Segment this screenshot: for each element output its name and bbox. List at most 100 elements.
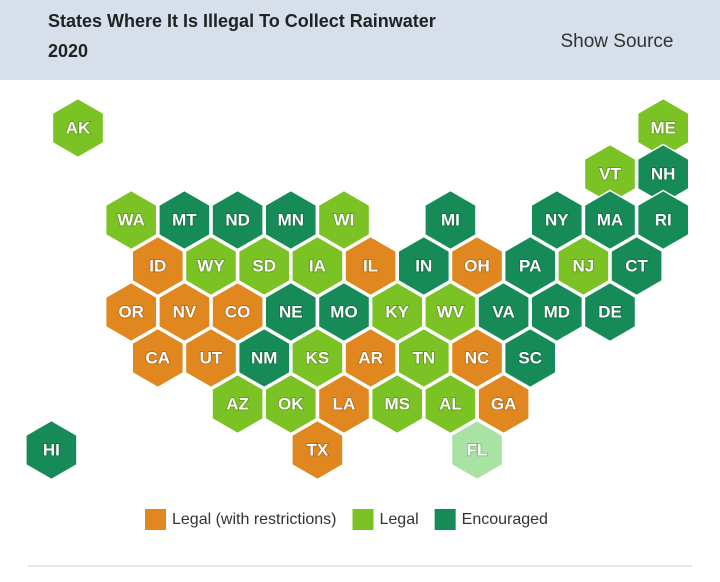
hex[interactable] (184, 327, 238, 389)
hex[interactable] (477, 281, 530, 343)
hex[interactable] (291, 235, 344, 297)
state-tile[interactable]: NV (158, 281, 211, 343)
hex[interactable] (104, 189, 158, 251)
state-tile[interactable]: HI (25, 419, 78, 481)
hex[interactable] (158, 189, 211, 251)
hex[interactable] (397, 235, 451, 297)
hex[interactable] (291, 419, 344, 481)
state-tile[interactable]: IN (397, 235, 451, 297)
hex[interactable] (530, 189, 584, 251)
state-tile[interactable]: MT (158, 189, 211, 251)
hex[interactable] (397, 327, 451, 389)
hex[interactable] (636, 189, 690, 251)
hex[interactable] (583, 281, 637, 343)
state-tile[interactable]: CO (211, 281, 264, 343)
state-tile[interactable]: CT (610, 235, 663, 297)
hex[interactable] (291, 327, 344, 389)
hex[interactable] (344, 235, 397, 297)
state-tile[interactable]: FL (450, 419, 504, 481)
state-tile[interactable]: DE (583, 281, 637, 343)
state-tile[interactable]: KS (291, 327, 344, 389)
hex[interactable] (131, 235, 185, 297)
state-tile[interactable]: AZ (211, 373, 264, 435)
hex[interactable] (477, 373, 530, 435)
state-tile[interactable]: CA (131, 327, 185, 389)
show-source-link[interactable]: Show Source (560, 31, 673, 52)
hex[interactable] (530, 281, 584, 343)
state-tile[interactable]: ID (131, 235, 185, 297)
state-tile[interactable]: MN (264, 189, 318, 251)
hex[interactable] (344, 327, 397, 389)
hex[interactable] (317, 189, 371, 251)
state-tile[interactable]: AR (344, 327, 397, 389)
hex[interactable] (264, 373, 318, 435)
state-tile[interactable]: IA (291, 235, 344, 297)
hex[interactable] (503, 235, 557, 297)
state-tile[interactable]: SC (503, 327, 557, 389)
hex[interactable] (370, 373, 424, 435)
hex[interactable] (211, 281, 264, 343)
state-tile[interactable]: PA (503, 235, 557, 297)
state-tile[interactable]: NE (264, 281, 318, 343)
state-tile[interactable]: WI (317, 189, 371, 251)
hex[interactable] (424, 373, 477, 435)
state-tile[interactable]: WA (104, 189, 158, 251)
hex[interactable] (237, 235, 291, 297)
state-tile[interactable]: RI (636, 189, 690, 251)
hex[interactable] (610, 235, 663, 297)
state-tile[interactable]: AL (424, 373, 477, 435)
hex[interactable] (557, 235, 610, 297)
state-tile[interactable]: GA (477, 373, 530, 435)
hex[interactable] (370, 281, 424, 343)
state-tile[interactable]: VA (477, 281, 530, 343)
hex[interactable] (317, 281, 371, 343)
state-tile[interactable]: IL (344, 235, 397, 297)
state-tile[interactable]: NC (450, 327, 504, 389)
hex[interactable] (424, 189, 477, 251)
state-tile[interactable]: MO (317, 281, 371, 343)
hex[interactable] (158, 281, 211, 343)
hex[interactable] (104, 281, 158, 343)
state-tile[interactable]: MD (530, 281, 584, 343)
state-tile[interactable]: SD (237, 235, 291, 297)
state-label: KS (306, 348, 330, 367)
state-tile[interactable]: NM (237, 327, 291, 389)
hex[interactable] (264, 281, 318, 343)
state-tile[interactable]: NJ (557, 235, 610, 297)
state-tile[interactable]: AK (51, 97, 105, 159)
state-tile[interactable]: ME (636, 97, 690, 159)
state-tile[interactable]: OK (264, 373, 318, 435)
state-tile[interactable]: KY (370, 281, 424, 343)
hex[interactable] (503, 327, 557, 389)
state-tile[interactable]: OH (450, 235, 504, 297)
state-tile[interactable]: TN (397, 327, 451, 389)
hex[interactable] (211, 189, 264, 251)
state-tile[interactable]: UT (184, 327, 238, 389)
state-tile[interactable]: MA (583, 189, 637, 251)
state-tile[interactable]: MI (424, 189, 477, 251)
state-tile[interactable]: NH (636, 143, 690, 205)
hex[interactable] (131, 327, 185, 389)
hex[interactable] (450, 419, 504, 481)
hex[interactable] (184, 235, 238, 297)
state-tile[interactable]: OR (104, 281, 158, 343)
hex[interactable] (25, 419, 78, 481)
hex[interactable] (450, 327, 504, 389)
hex[interactable] (583, 189, 637, 251)
hex[interactable] (211, 373, 264, 435)
hex[interactable] (51, 97, 105, 159)
hex[interactable] (450, 235, 504, 297)
state-tile[interactable]: VT (583, 143, 637, 205)
state-tile[interactable]: MS (370, 373, 424, 435)
state-tile[interactable]: TX (291, 419, 344, 481)
state-tile[interactable]: NY (530, 189, 584, 251)
state-tile[interactable]: ND (211, 189, 264, 251)
hex[interactable] (264, 189, 318, 251)
state-tile[interactable]: WV (424, 281, 477, 343)
hex[interactable] (317, 373, 371, 435)
hex[interactable] (237, 327, 291, 389)
state-tile[interactable]: LA (317, 373, 371, 435)
hex[interactable] (424, 281, 477, 343)
state-tile[interactable]: WY (184, 235, 238, 297)
